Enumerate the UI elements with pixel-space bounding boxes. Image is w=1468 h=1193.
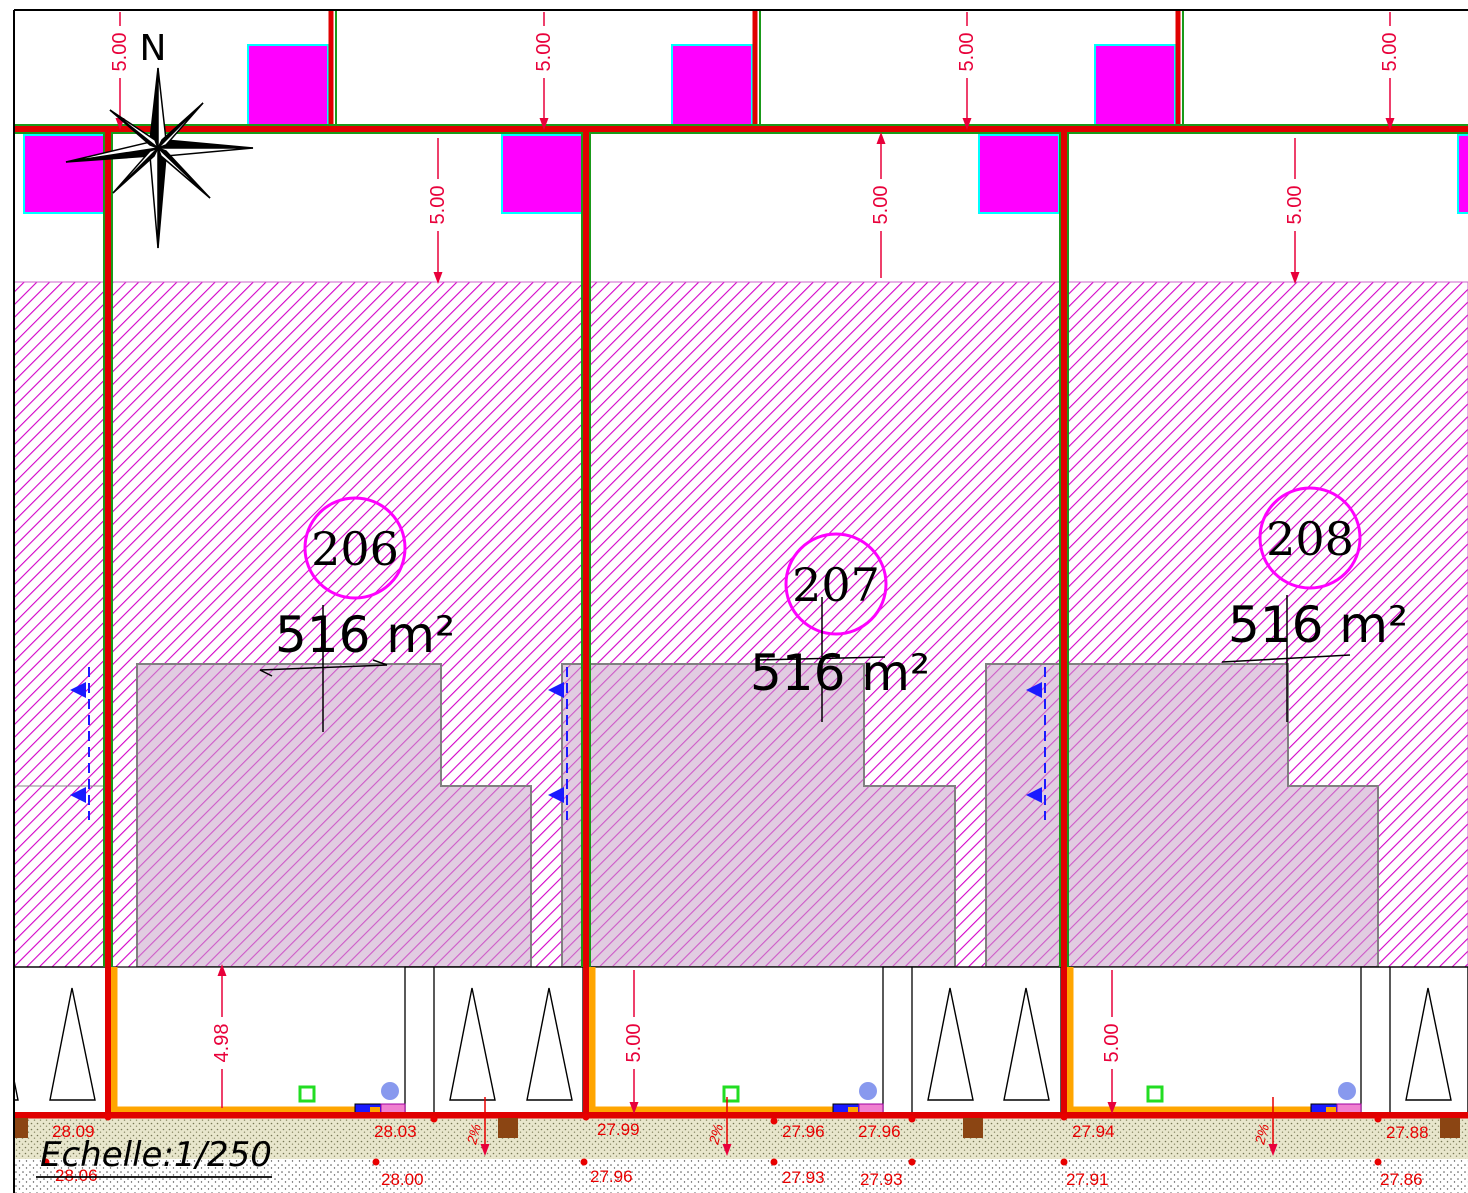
lot-208-label[interactable]: 208 516 m²	[1221, 486, 1408, 722]
lot-area: 516 m²	[1228, 596, 1408, 654]
lot-number-circle	[784, 532, 888, 636]
utility-box	[1094, 44, 1176, 128]
scale-label: Echelle:1/250	[40, 1135, 272, 1175]
lot-boundaries	[13, 9, 1468, 1193]
setback-label: 5.00	[623, 1024, 645, 1063]
lot-number: 206	[311, 522, 399, 576]
side-markers	[70, 667, 1046, 820]
orientation-cross	[757, 597, 886, 722]
elevation-label: 27.91	[1066, 1170, 1109, 1189]
elevation-label: 28.09	[52, 1122, 95, 1141]
utility-box	[247, 44, 329, 128]
lot-area: 516 m²	[275, 606, 455, 664]
lot-207-label[interactable]: 207 516 m²	[750, 532, 930, 722]
lot-number-circle	[1258, 486, 1362, 590]
setback-label: 5.00	[109, 33, 131, 72]
setback-label: 5.00	[1101, 1024, 1123, 1063]
setback-label: 5.00	[956, 33, 978, 72]
setback-label: 5.00	[1379, 33, 1401, 72]
elevation-label: 27.94	[1072, 1122, 1115, 1141]
setback-label: 5.00	[870, 186, 892, 225]
setback-label: 4.98	[211, 1024, 233, 1063]
elevation-label: 28.00	[381, 1170, 424, 1189]
utility-box	[501, 134, 583, 214]
north-label: N	[140, 28, 167, 69]
utility-box	[23, 134, 105, 214]
lot-number-circle	[303, 496, 407, 600]
orientation-cross	[1221, 595, 1351, 722]
road	[14, 1115, 1468, 1193]
elevation-label: 27.96	[590, 1167, 633, 1186]
slope-label: 2%	[1251, 1122, 1272, 1147]
elevation-label: 27.86	[1380, 1170, 1423, 1189]
setback-label: 5.00	[427, 186, 449, 225]
elevation-points: 28.09 28.03 27.99 27.96 27.96 27.94 27.8…	[42, 1113, 1429, 1189]
elevation-label: 27.93	[860, 1170, 903, 1189]
slope-label: 2%	[705, 1122, 726, 1147]
house-footprints	[136, 663, 1379, 968]
north-arrow-icon: N	[65, 28, 254, 249]
lot-206-label[interactable]: 206 516 m²	[259, 496, 455, 732]
elevation-label: 27.88	[1386, 1123, 1429, 1142]
slope-indicators: 2% 2% 2%	[463, 1097, 1278, 1156]
elevation-label: 27.96	[782, 1122, 825, 1141]
orientation-cross	[259, 605, 388, 732]
elevation-label: 28.03	[374, 1122, 417, 1141]
utility-box	[671, 44, 753, 128]
front-strip	[13, 966, 1468, 1119]
setback-label: 5.00	[533, 33, 555, 72]
elevation-label: 27.96	[858, 1122, 901, 1141]
rear-lots	[14, 10, 1468, 128]
utility-box	[1457, 134, 1468, 214]
lot-number: 207	[792, 558, 880, 612]
setback-label: 5.00	[1284, 186, 1306, 225]
elevation-label: 28.06	[55, 1166, 98, 1185]
scale-label-group: Echelle:1/250	[36, 1135, 272, 1178]
utility-box	[978, 134, 1060, 214]
lot-area: 516 m²	[750, 644, 930, 702]
elevation-label: 27.93	[782, 1168, 825, 1187]
parking-markers	[13, 987, 1452, 1101]
lot-number: 208	[1266, 512, 1354, 566]
slope-label: 2%	[463, 1122, 484, 1147]
elevation-label: 27.99	[597, 1120, 640, 1139]
